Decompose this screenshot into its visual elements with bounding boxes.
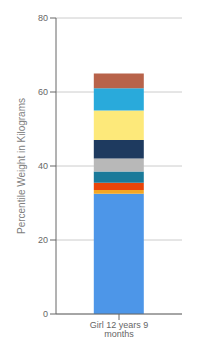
svg-text:80: 80: [38, 13, 48, 23]
svg-text:20: 20: [38, 235, 48, 245]
svg-text:60: 60: [38, 87, 48, 97]
svg-text:0: 0: [43, 309, 48, 319]
svg-text:Girl 12 years 9months: Girl 12 years 9months: [90, 320, 149, 339]
svg-text:40: 40: [38, 161, 48, 171]
svg-text:Percentile Weight in Kilograms: Percentile Weight in Kilograms: [16, 98, 27, 234]
